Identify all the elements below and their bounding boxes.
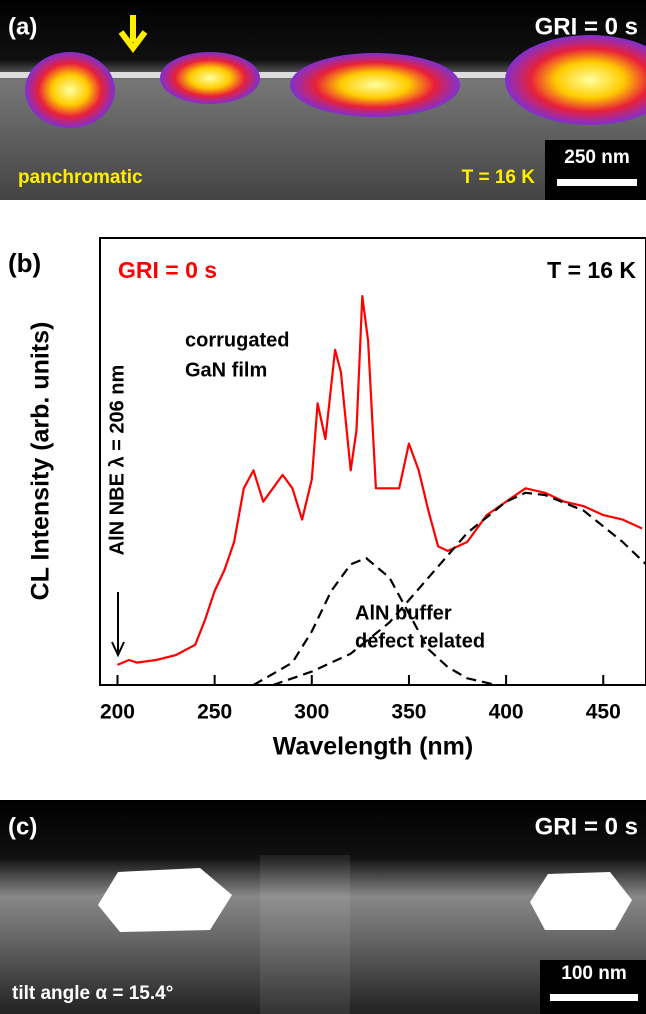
panel-label: (b) xyxy=(8,248,41,278)
scale-bar xyxy=(557,179,637,186)
scale-box xyxy=(545,140,646,200)
scale-label: 100 nm xyxy=(561,963,626,984)
x-tick-label: 400 xyxy=(489,701,524,724)
annotation: corrugated xyxy=(185,329,289,351)
tilt-label: tilt angle α = 15.4° xyxy=(12,983,173,1004)
series-line xyxy=(117,295,643,666)
y-axis-label: CL Intensity (arb. units) xyxy=(27,322,55,601)
annotation: AlN NBE λ = 206 nm xyxy=(106,365,128,556)
x-tick-label: 350 xyxy=(391,701,426,724)
cl-spot xyxy=(25,52,115,128)
scale-label: 250 nm xyxy=(564,147,629,168)
arrow xyxy=(118,15,148,53)
x-tick-label: 450 xyxy=(586,701,621,724)
x-tick-label: 300 xyxy=(294,701,329,724)
cl-spot xyxy=(505,35,646,125)
x-axis-label: Wavelength (nm) xyxy=(273,733,473,761)
bright-region xyxy=(98,868,232,932)
bright-region xyxy=(530,872,632,930)
scale-box xyxy=(540,960,646,1014)
scale-bar xyxy=(550,994,638,1001)
gri: GRI = 0 s xyxy=(535,813,638,840)
annotation: defect related xyxy=(355,630,485,652)
cl-spot xyxy=(160,52,260,104)
contrast-band xyxy=(260,855,350,1014)
mode: panchromatic xyxy=(18,167,143,188)
series-line xyxy=(272,491,646,687)
annotation: GaN film xyxy=(185,359,267,381)
arrow xyxy=(111,592,125,658)
temperature: T = 16 K xyxy=(547,257,636,283)
x-tick-label: 250 xyxy=(197,701,232,724)
chart: (b) GRI = 0 s T = 16 K corrugated GaN fi… xyxy=(8,237,646,761)
gri: GRI = 0 s xyxy=(535,13,638,40)
temperature: T = 16 K xyxy=(462,167,536,188)
panel-label: (a) xyxy=(8,13,37,40)
gri: GRI = 0 s xyxy=(118,257,217,283)
plot-frame xyxy=(99,237,646,686)
annotation: AlN buffer xyxy=(355,602,452,624)
x-tick-label: 200 xyxy=(100,701,135,724)
panel-label: (c) xyxy=(8,813,37,840)
cl-spot xyxy=(290,53,460,117)
